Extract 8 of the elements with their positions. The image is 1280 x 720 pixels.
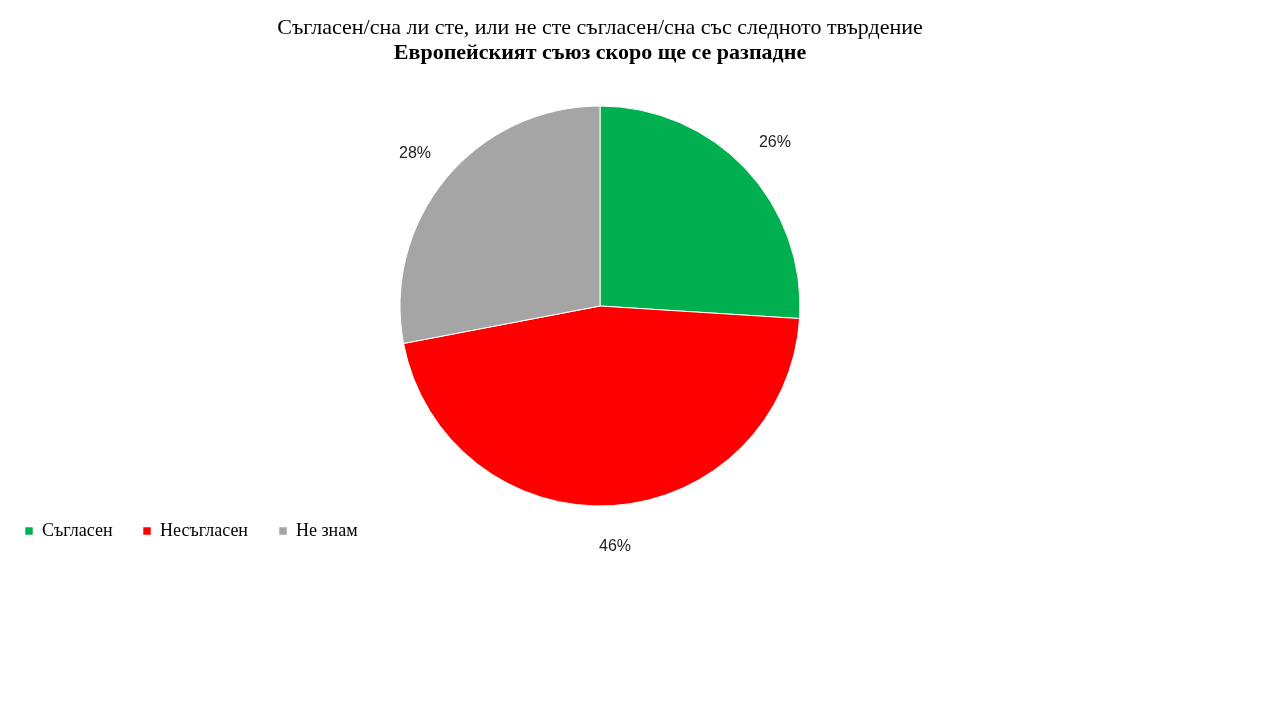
- chart-subtitle: Европейският съюз скоро ще се разпадне: [393, 39, 807, 64]
- data-label: 46%: [599, 536, 632, 554]
- data-label: 28%: [399, 144, 432, 162]
- legend-label: Не знам: [296, 520, 358, 540]
- data-label: 26%: [758, 132, 791, 150]
- legend-label: Съгласен: [42, 520, 113, 540]
- legend-label: Несъгласен: [160, 520, 249, 540]
- chart-title: Съгласен/сна ли сте, или не сте съгласен/сна със следното твърдение: [277, 14, 923, 39]
